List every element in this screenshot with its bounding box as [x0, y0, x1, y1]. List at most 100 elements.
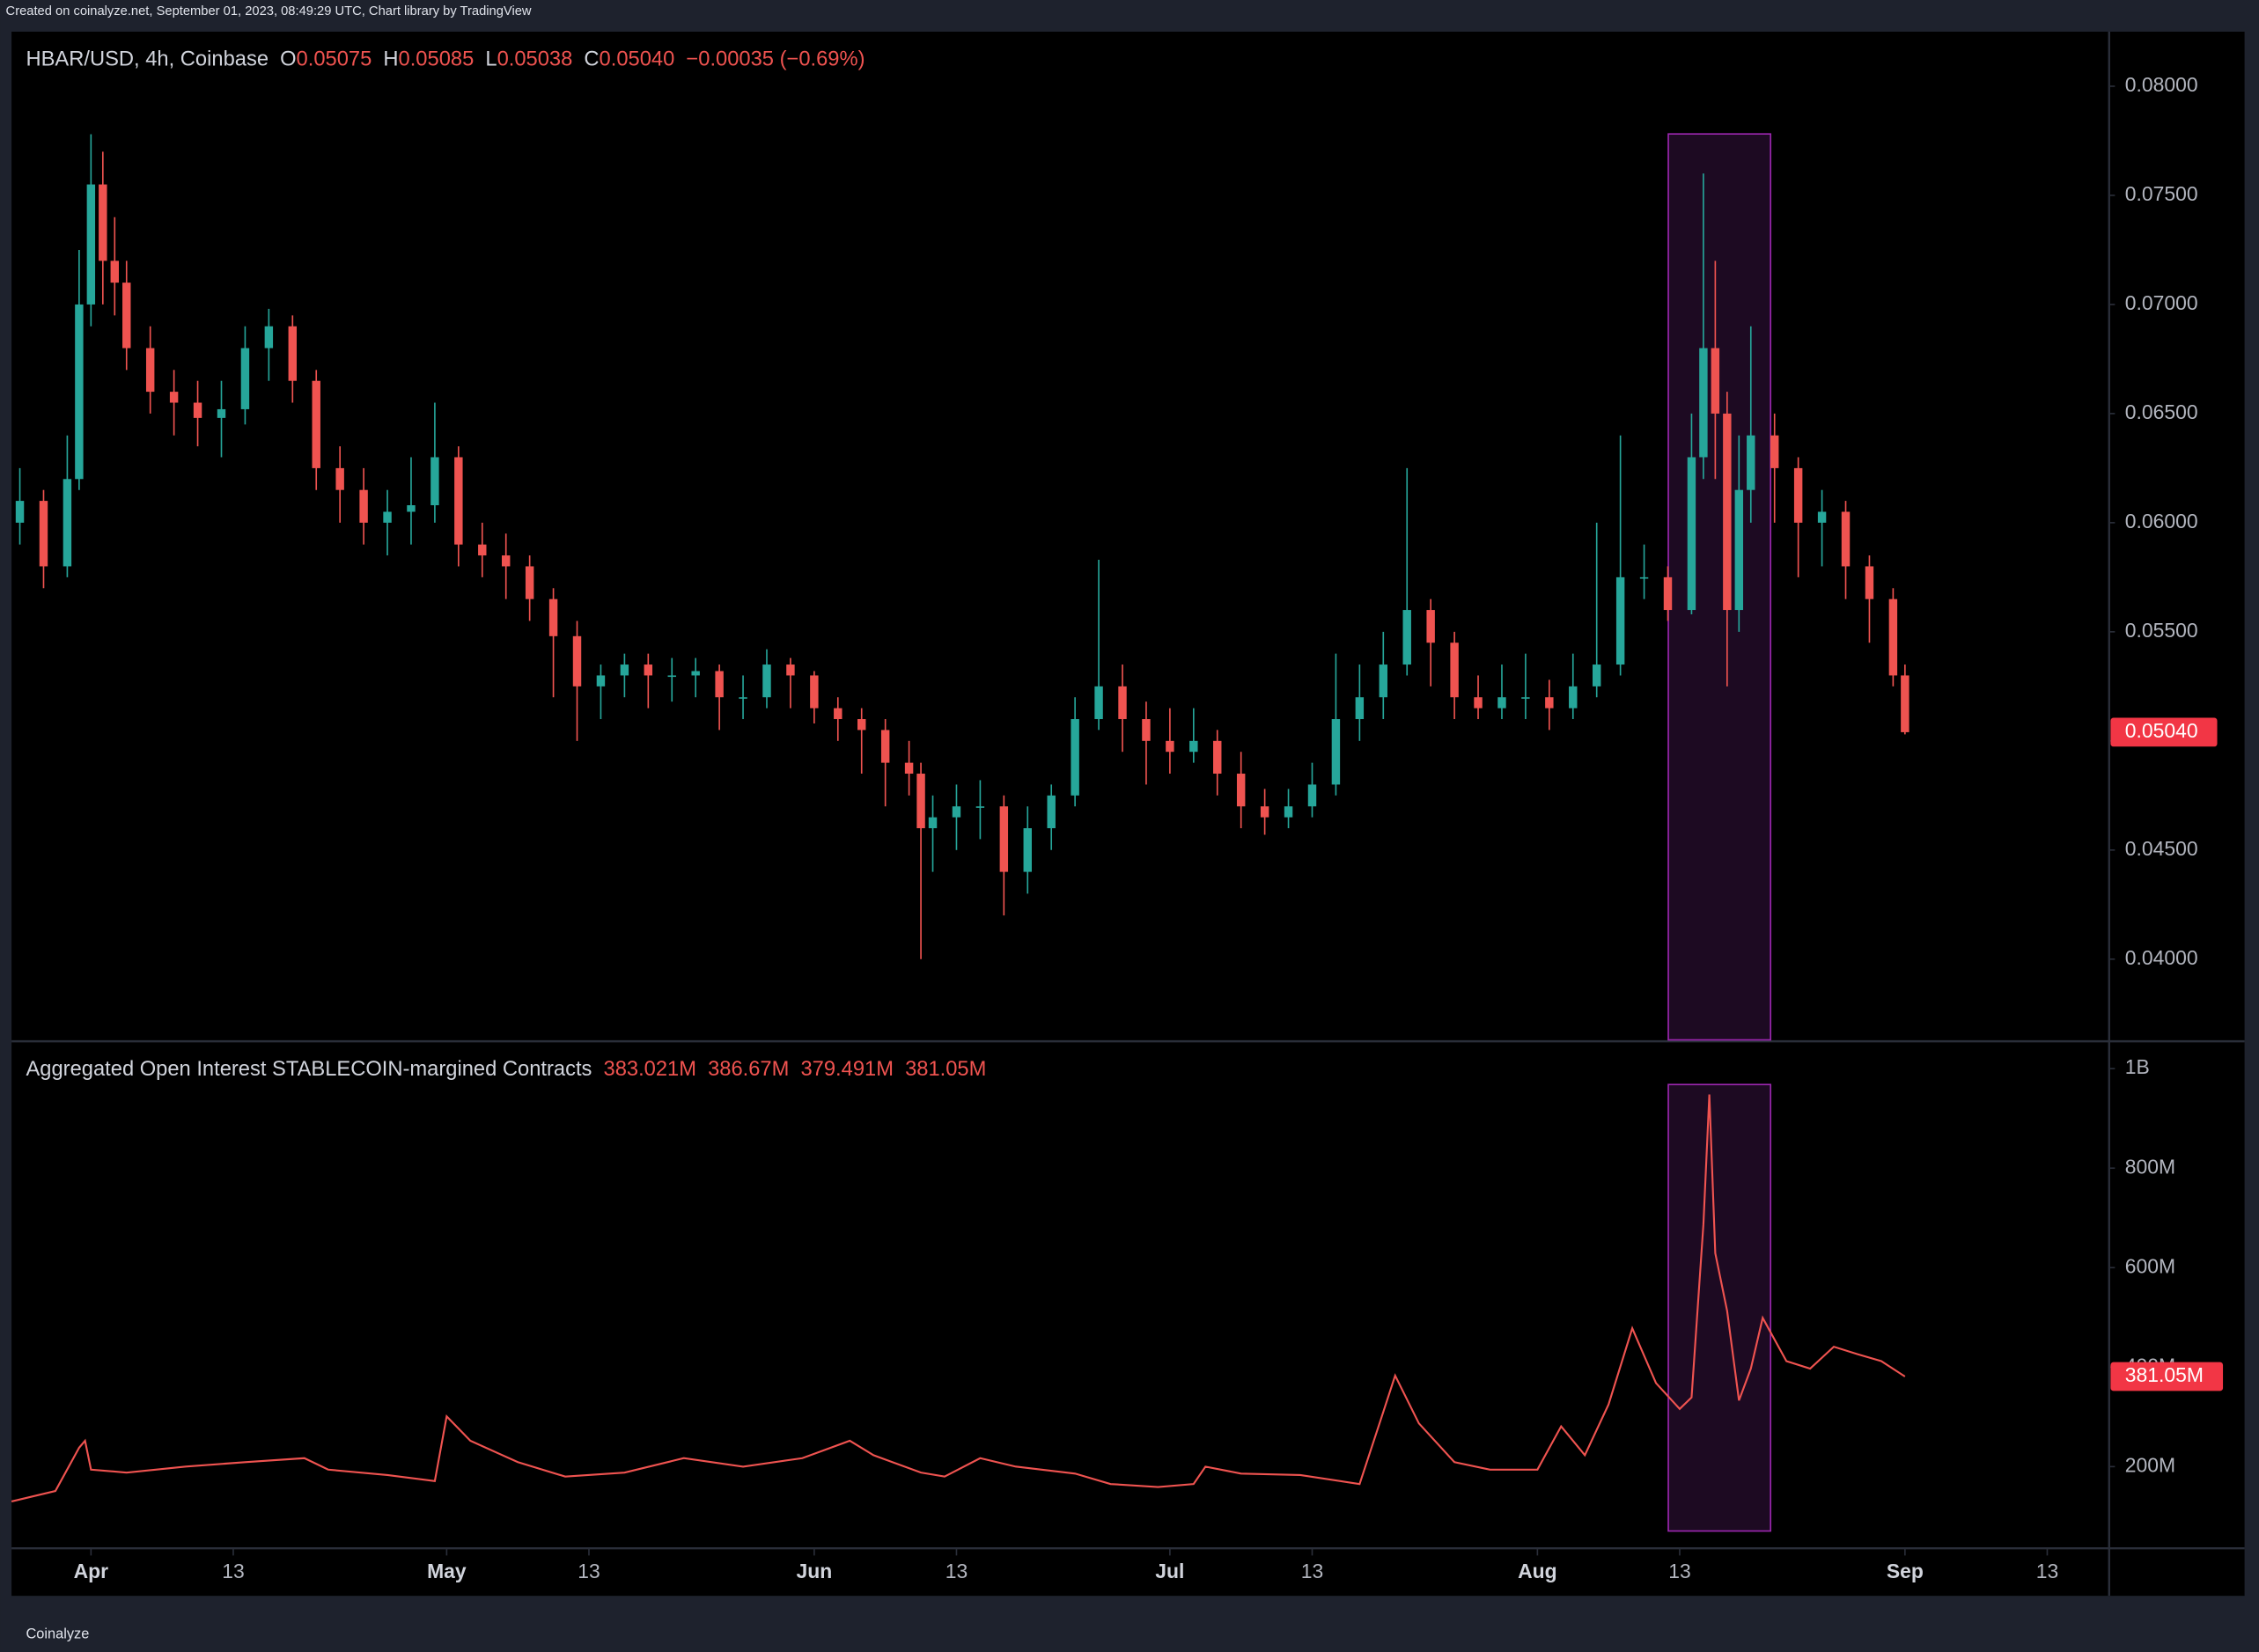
candle-body: [1545, 697, 1554, 709]
x-tick-label: 13: [2036, 1560, 2058, 1582]
candle-body: [975, 806, 985, 808]
candle-body: [217, 408, 226, 418]
candle-body: [240, 348, 250, 409]
ohlc-label: O: [280, 48, 296, 71]
candle-body: [1142, 719, 1151, 741]
ohlc-value: 386.67M: [708, 1058, 789, 1081]
chart-area: [11, 32, 2245, 1597]
oi-line: [11, 1094, 1906, 1502]
candle-body: [1071, 719, 1079, 796]
candle-body: [916, 774, 925, 829]
candle-body: [1793, 467, 1803, 523]
candle-body: [383, 511, 392, 523]
candle-body: [1236, 774, 1246, 807]
y-tick-label: 800M: [2125, 1155, 2175, 1178]
candle-body: [952, 806, 961, 818]
y-tick-label: 0.07000: [2125, 291, 2198, 314]
candle-body: [1047, 795, 1056, 829]
candle-body: [1687, 457, 1696, 611]
y-tick-label: 0.06000: [2125, 510, 2198, 532]
candle-body: [1888, 598, 1898, 676]
candle-body: [1711, 348, 1720, 414]
x-tick-label: Sep: [1887, 1560, 1924, 1582]
x-tick-label: 13: [1301, 1560, 1323, 1582]
candle-body: [99, 184, 107, 261]
y-tick-label: 0.05500: [2125, 619, 2198, 642]
candle-body: [1474, 697, 1483, 709]
x-tick-label: 13: [578, 1560, 600, 1582]
x-tick-label: Apr: [74, 1560, 109, 1582]
candle-body: [1699, 348, 1708, 458]
candle-body: [1841, 511, 1851, 567]
candle-body: [63, 479, 72, 567]
candle-body: [110, 261, 119, 283]
candle-body: [1094, 686, 1103, 720]
candle-body: [1213, 740, 1222, 775]
candle-body: [15, 501, 25, 523]
candle-body: [596, 675, 606, 686]
candle-body: [880, 730, 890, 763]
candle-body: [430, 457, 439, 506]
created-note: Created on coinalyze.net, September 01, …: [6, 4, 532, 18]
last-value-tag: [2110, 717, 2218, 747]
pane-title: Aggregated Open Interest STABLECOIN-marg…: [26, 1058, 592, 1081]
candle-body: [999, 806, 1009, 872]
y-tick-label: 0.04000: [2125, 946, 2198, 969]
candle-body: [715, 671, 724, 698]
candle-body: [1331, 719, 1341, 785]
candle-body: [1817, 511, 1827, 523]
candle-body: [928, 817, 938, 829]
last-value-label: 381.05M: [2125, 1363, 2204, 1386]
ohlc-value: 0.05075: [297, 48, 372, 71]
candle-body: [548, 598, 558, 636]
y-tick-label: 0.04500: [2125, 837, 2198, 860]
candle-body: [904, 762, 914, 775]
y-tick-label: 1B: [2125, 1055, 2150, 1078]
x-tick-label: Jun: [796, 1560, 832, 1582]
last-value-tag: [2110, 1362, 2224, 1391]
candle-body: [1426, 610, 1435, 643]
candle-body: [1569, 686, 1578, 709]
candle-body: [834, 708, 843, 720]
change: −0.00035 (−0.69%): [686, 48, 865, 71]
highlight-box: [1667, 133, 1772, 1041]
highlight-box: [1667, 1083, 1772, 1532]
ohlc-value: 0.05085: [399, 48, 475, 71]
ohlc-value: 0.05040: [600, 48, 675, 71]
pane-title: HBAR/USD, 4h, Coinbase: [26, 48, 269, 71]
y-tick-label: 0.08000: [2125, 73, 2198, 96]
x-tick-label: 13: [1668, 1560, 1690, 1582]
candle-body: [1284, 806, 1293, 818]
candle-body: [1901, 675, 1909, 732]
candle-body: [75, 304, 84, 480]
pane-header: HBAR/USD, 4h, Coinbase O0.05075 H0.05085 L0…: [26, 48, 865, 71]
candle-body: [1402, 610, 1411, 665]
candle-body: [810, 675, 819, 709]
ohlc-value: 379.491M: [800, 1058, 894, 1081]
candle-body: [1166, 740, 1174, 753]
candle-body: [1615, 576, 1625, 665]
candle-body: [1450, 642, 1459, 698]
candle-body: [1747, 435, 1755, 490]
ohlc-label: H: [383, 48, 398, 71]
candle-body: [122, 283, 131, 349]
candle-body: [335, 467, 344, 490]
marks: HBAR/USD, 4h, Coinbase O0.05075 H0.05085 L0…: [11, 48, 2224, 1582]
y-tick-label: 200M: [2125, 1453, 2175, 1476]
candle-body: [525, 566, 534, 599]
candle-body: [288, 326, 298, 381]
candle-body: [739, 697, 747, 699]
candle-body: [620, 664, 629, 676]
candle-body: [478, 544, 487, 556]
candle-body: [1497, 697, 1506, 709]
candle-body: [1023, 828, 1032, 872]
candle-body: [1770, 435, 1779, 468]
candle-body: [1663, 576, 1673, 611]
ohlc-value: 0.05038: [497, 48, 573, 71]
candle-body: [39, 501, 48, 567]
candle-body: [1379, 664, 1388, 698]
candle-body: [786, 664, 795, 676]
candle-body: [572, 635, 582, 686]
